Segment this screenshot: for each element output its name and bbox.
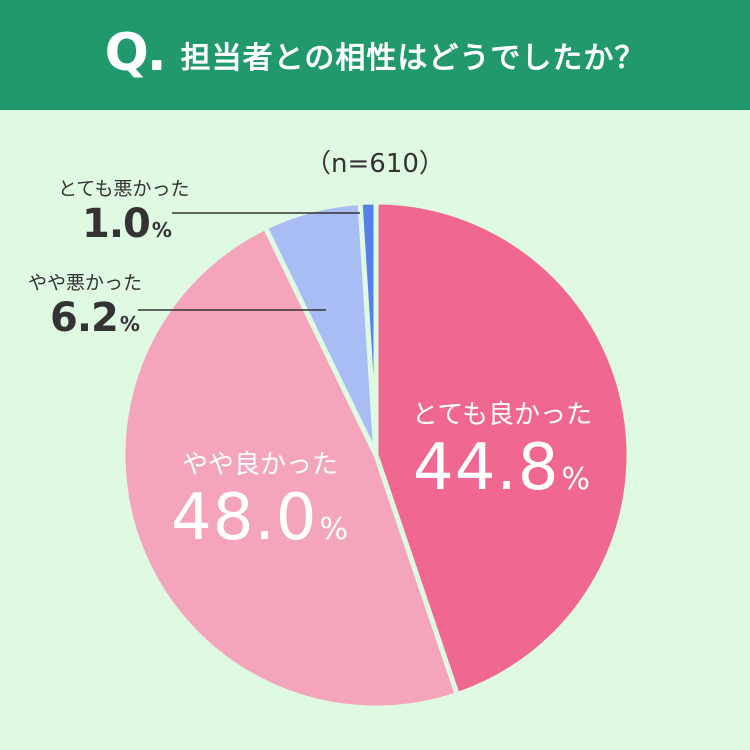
label-very-good-value: 44.8% bbox=[412, 431, 591, 505]
question-text: 担当者との相性はどうでしたか？ bbox=[180, 41, 646, 76]
label-slightly-good: やや良かった 48.0% bbox=[150, 444, 370, 555]
label-very-bad-value: 1.0% bbox=[82, 201, 172, 247]
slice-slightly-good bbox=[120, 224, 460, 711]
q-mark: Q. bbox=[104, 23, 167, 83]
label-slightly-bad-value: 6.2% bbox=[50, 295, 140, 341]
label-slightly-bad: やや悪かった 6.2% bbox=[28, 268, 142, 341]
sample-size: （n=610） bbox=[305, 149, 445, 179]
question-header: Q. 担当者との相性はどうでしたか？ bbox=[0, 0, 750, 110]
slice-very-good bbox=[373, 199, 632, 698]
label-slightly-bad-name: やや悪かった bbox=[28, 272, 143, 294]
label-slightly-good-value: 48.0% bbox=[170, 481, 349, 555]
label-very-bad-name: とても悪かった bbox=[58, 178, 190, 200]
label-very-good: とても良かった 44.8% bbox=[392, 394, 612, 505]
label-slightly-good-name: やや良かった bbox=[181, 450, 338, 480]
label-very-good-name: とても良かった bbox=[412, 400, 592, 430]
slice-very-bad bbox=[357, 199, 379, 458]
label-very-bad: とても悪かった 1.0% bbox=[58, 174, 189, 247]
